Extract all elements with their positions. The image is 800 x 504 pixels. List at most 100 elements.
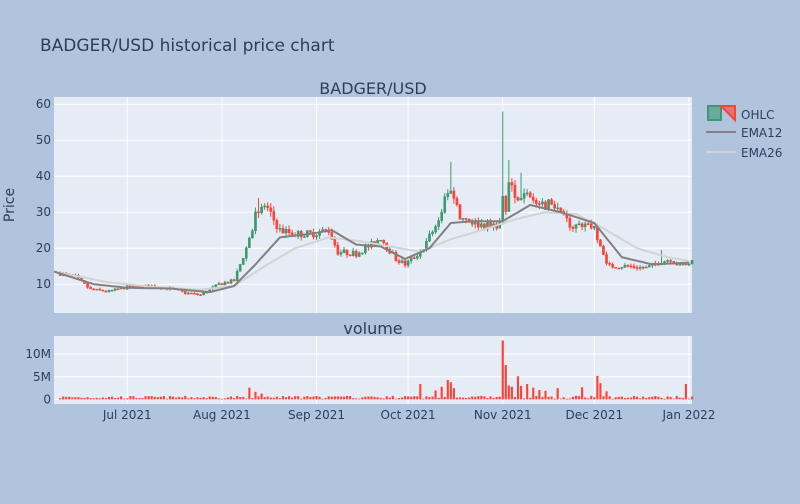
candle-body bbox=[382, 239, 386, 244]
volume-plot-area bbox=[54, 336, 692, 404]
candle bbox=[592, 225, 596, 231]
volume-bar bbox=[632, 396, 636, 400]
volume-bar bbox=[443, 397, 446, 400]
volume-bar bbox=[147, 396, 150, 400]
candle-body bbox=[632, 266, 636, 268]
volume-bar bbox=[138, 398, 141, 400]
x-tick-label: Dec 2021 bbox=[566, 408, 624, 422]
candle bbox=[568, 215, 572, 231]
x-tick-label: Sep 2021 bbox=[288, 408, 345, 422]
candle bbox=[226, 281, 230, 284]
volume-bar bbox=[104, 398, 107, 400]
volume-bar bbox=[248, 387, 251, 400]
volume-bar bbox=[190, 397, 193, 400]
volume-bar bbox=[202, 397, 205, 400]
volume-bar bbox=[648, 397, 651, 400]
volume-bar bbox=[440, 386, 443, 400]
volume-bar bbox=[117, 397, 120, 400]
candle bbox=[507, 160, 511, 212]
volume-bar bbox=[666, 396, 669, 400]
volume-bar bbox=[300, 398, 303, 400]
candle-body bbox=[480, 223, 483, 228]
x-tick-label: Nov 2021 bbox=[474, 408, 532, 422]
candle-body bbox=[544, 201, 547, 210]
candle-body bbox=[577, 223, 581, 226]
candle bbox=[251, 228, 254, 239]
volume-bar bbox=[675, 395, 678, 400]
candle-body bbox=[351, 250, 355, 256]
candle-body bbox=[290, 232, 294, 236]
price-y-tick-labels: 10 20 30 40 50 60 bbox=[36, 97, 51, 291]
candle-body bbox=[580, 223, 584, 228]
candle-body bbox=[501, 196, 505, 222]
volume-bar bbox=[336, 396, 339, 400]
candle bbox=[522, 188, 526, 204]
legend-item-ema12[interactable]: EMA12 bbox=[706, 126, 782, 140]
candle-body bbox=[687, 263, 691, 266]
volume-bar bbox=[413, 396, 416, 400]
candle bbox=[428, 230, 431, 242]
legend-item-ohlc[interactable]: OHLC bbox=[707, 105, 775, 123]
candle-body bbox=[116, 288, 120, 291]
volume-bar bbox=[391, 395, 394, 400]
candle-body bbox=[241, 257, 245, 265]
legend-item-ema26[interactable]: EMA26 bbox=[706, 146, 782, 160]
volume-bar bbox=[574, 395, 578, 400]
volume-bar bbox=[516, 376, 520, 400]
volume-bar bbox=[663, 398, 666, 400]
volume-bar bbox=[532, 387, 535, 400]
candle bbox=[92, 288, 96, 291]
volume-bar bbox=[135, 398, 138, 400]
volume-bar bbox=[263, 397, 266, 400]
candle bbox=[400, 258, 404, 264]
candle-body bbox=[217, 283, 221, 285]
candle-body bbox=[507, 182, 511, 212]
volume-bar bbox=[584, 397, 587, 400]
candle bbox=[687, 262, 691, 267]
candle-body bbox=[89, 287, 92, 290]
candle-body bbox=[229, 279, 233, 284]
candle-body bbox=[528, 192, 532, 198]
candle bbox=[202, 292, 205, 296]
candle-body bbox=[510, 182, 514, 186]
candle-body bbox=[440, 211, 444, 221]
candle bbox=[238, 264, 242, 272]
volume-bar bbox=[513, 397, 517, 400]
volume-bar bbox=[394, 398, 397, 400]
volume-bar bbox=[397, 398, 401, 400]
candle-body bbox=[516, 197, 520, 201]
price-y-tick-label: 60 bbox=[36, 97, 51, 111]
volume-bar bbox=[489, 396, 492, 400]
volume-bar bbox=[623, 397, 626, 400]
candle bbox=[244, 246, 248, 262]
candle-body bbox=[556, 207, 560, 210]
candle bbox=[440, 208, 444, 224]
volume-bar bbox=[577, 396, 581, 400]
candle bbox=[336, 241, 340, 256]
candle-body bbox=[443, 196, 447, 213]
candle-body bbox=[635, 267, 639, 269]
candle-body bbox=[220, 283, 224, 286]
candle-body bbox=[281, 228, 285, 234]
volume-bar bbox=[156, 397, 159, 400]
candle bbox=[357, 251, 361, 258]
candle bbox=[513, 180, 517, 204]
volume-bar bbox=[437, 397, 440, 400]
candle-body bbox=[379, 239, 382, 242]
candle-body bbox=[260, 206, 263, 214]
volume-bar bbox=[74, 397, 77, 400]
volume-bar bbox=[541, 396, 544, 400]
x-tick-label: Oct 2021 bbox=[381, 408, 436, 422]
volume-bar bbox=[422, 398, 425, 400]
candle-body bbox=[235, 270, 239, 282]
candle bbox=[412, 255, 416, 260]
volume-bar bbox=[236, 396, 239, 400]
candle bbox=[101, 289, 105, 292]
candle bbox=[104, 290, 108, 293]
volume-bar bbox=[364, 396, 367, 400]
candle-body bbox=[296, 231, 300, 237]
volume-bar bbox=[498, 396, 501, 400]
volume-bar bbox=[657, 396, 660, 400]
volume-bar bbox=[431, 396, 434, 400]
candle-body bbox=[608, 263, 611, 265]
